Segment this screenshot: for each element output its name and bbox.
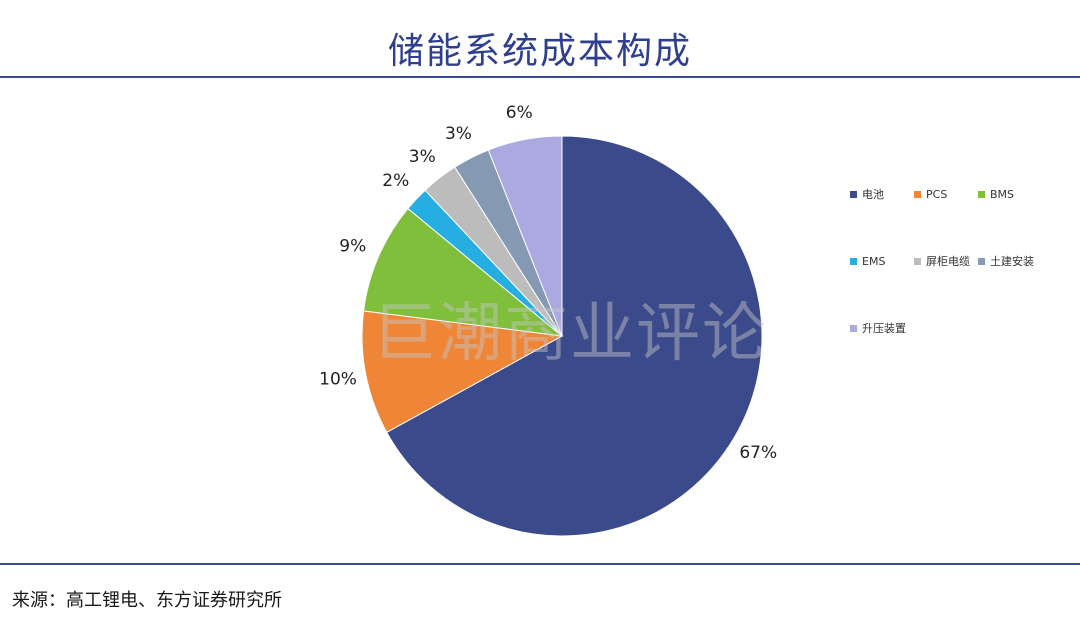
pie-label-4: 3% — [409, 147, 436, 167]
legend-item-1: PCS — [914, 188, 947, 201]
pie-label-6: 6% — [506, 103, 533, 123]
pie-label-5: 3% — [445, 124, 472, 144]
pie-slice-1 — [361, 310, 564, 434]
legend-label-5: 土建安装 — [990, 254, 1034, 268]
legend-item-2: BMS — [978, 188, 1014, 201]
pie-slices — [361, 135, 763, 537]
legend-item-5: 土建安装 — [978, 254, 1034, 268]
legend-item-3: EMS — [850, 255, 885, 268]
pie-slice-2 — [363, 207, 564, 337]
bottom-divider — [0, 563, 1080, 565]
legend-label-4: 屏柜电缆 — [926, 255, 970, 268]
chart-title: 储能系统成本构成 — [387, 31, 692, 72]
legend-label-2: BMS — [990, 188, 1014, 201]
legend-swatch-4 — [914, 258, 921, 265]
pie-label-0: 67% — [739, 443, 777, 463]
legend-item-6: 升压装置 — [850, 322, 906, 335]
legend-swatch-6 — [850, 325, 857, 332]
top-divider — [0, 76, 1080, 78]
legend-swatch-1 — [914, 191, 921, 198]
legend-label-3: EMS — [862, 255, 885, 268]
legend-swatch-3 — [850, 258, 857, 265]
pie-slice-6 — [487, 135, 563, 337]
source-note: 来源：高工锂电、东方证券研究所 — [12, 590, 282, 611]
legend-item-0: 电池 — [850, 188, 884, 201]
pie-label-3: 2% — [382, 171, 409, 191]
legend-swatch-2 — [978, 191, 985, 198]
pie-slice-0 — [386, 135, 763, 537]
legend-label-0: 电池 — [862, 188, 884, 201]
legend-swatch-0 — [850, 191, 857, 198]
legend-item-4: 屏柜电缆 — [914, 255, 970, 268]
legend-label-1: PCS — [926, 188, 947, 201]
legend-swatch-5 — [978, 258, 985, 265]
pie-label-2: 9% — [339, 236, 366, 256]
legend-label-6: 升压装置 — [862, 322, 906, 335]
pie-label-1: 10% — [319, 370, 357, 390]
pie-labels: 67%10%9%2%3%3%6% — [319, 103, 777, 463]
